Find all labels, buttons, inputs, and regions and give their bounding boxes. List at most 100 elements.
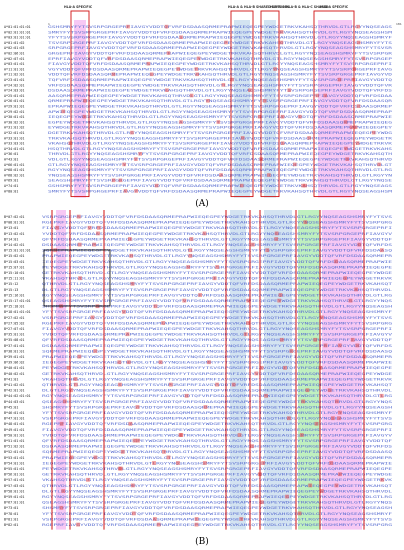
allele-label: A*24:02:01 bbox=[4, 83, 24, 87]
sequence-row: SHSMRYFYTSVSRPGRGEPRFIAVGYVDDTQFVRFDSDAA… bbox=[42, 506, 392, 510]
mismatch-mark bbox=[96, 225, 101, 230]
mismatch-mark bbox=[77, 242, 82, 247]
mismatch-mark bbox=[73, 377, 78, 381]
sequence-row: GETRKVKAHSQTHRVDLGTLRGYYNQSEAGSHSMRYFYTS… bbox=[42, 271, 392, 275]
mismatch-mark bbox=[259, 500, 264, 505]
mismatch-mark bbox=[303, 220, 308, 225]
mismatch-mark bbox=[279, 30, 284, 34]
allele-label: B*15:03:01 bbox=[4, 260, 24, 264]
mismatch-mark bbox=[313, 337, 318, 342]
mismatch-mark bbox=[138, 152, 143, 156]
mismatch-mark bbox=[216, 120, 221, 124]
sequence-row: TQFVRFDSDAASQRMEPRAPWIEQEGPEYWDGETRKVKAH… bbox=[48, 78, 392, 82]
mismatch-mark bbox=[188, 248, 193, 253]
mismatch-mark bbox=[165, 88, 169, 92]
sequence-row: GSHSMRYFYTSVSRPGRGEPRFIAVGYVDDTQFVRFDSDA… bbox=[48, 25, 392, 29]
sequence-row: RGEPRFIAVGYVDDTQFVRFDSDAASQRMEPRAPWIEQEG… bbox=[42, 321, 392, 325]
sequence-row: YFYTSVSRPGRGEPRFIAVGYVDDTQFVRFDSDAASQRME… bbox=[48, 36, 392, 40]
sequence-row: QFVRFDSDAASQRMEPRAPWIEQEGPEYWDGETRKVKAHS… bbox=[42, 338, 392, 342]
allele-label: B*44:03:01 bbox=[4, 400, 24, 404]
sequence-row: VSRPGRGEPRFIAVGYVDDTQFVRFDSDAASQRMEPRAPW… bbox=[42, 517, 392, 521]
allele-label: B*57:03:01 bbox=[4, 484, 24, 488]
mismatch-mark bbox=[307, 136, 311, 140]
mismatch-mark bbox=[202, 231, 207, 236]
sequence-row: PEYWDGETRKVKAHSQTHRVDLGTLRGYYNQSEAGSHSMR… bbox=[42, 467, 392, 471]
mismatch-mark bbox=[303, 183, 307, 188]
mismatch-mark bbox=[299, 433, 304, 437]
mismatch-mark bbox=[334, 483, 339, 488]
allele-label: B*40:02:01 bbox=[4, 372, 24, 376]
mismatch-mark bbox=[136, 438, 140, 443]
sequence-row: VSRPGRGEPRFIAVGYVDDTQFVRFDSDAASQRMEPRAPW… bbox=[42, 417, 392, 421]
mismatch-mark bbox=[280, 141, 285, 145]
allele-label: B*35:08:01 bbox=[4, 338, 24, 342]
mismatch-mark bbox=[130, 281, 135, 286]
allele-label: A*69:01 bbox=[4, 179, 18, 183]
sequence-row: DSDAASQRMEPRAPWIEQEGPEYWDGETRKVKAHSQTHRV… bbox=[42, 445, 392, 449]
mismatch-mark bbox=[361, 56, 366, 61]
allele-label: A*68:01:01 bbox=[4, 168, 24, 172]
sequence-row: YFYTSVSRPGRGEPRFIAVGYVDDTQFVRFDSDAASQRME… bbox=[42, 512, 392, 516]
sequence-row: SRPGRGEPRFIAVGYVDDTQFVRFDSDAASQRMEPRAPWI… bbox=[48, 46, 393, 50]
allele-label: A*33:03:01 bbox=[4, 142, 24, 146]
region-label: HLA-A SPECIFIC bbox=[320, 5, 349, 9]
mismatch-mark bbox=[246, 298, 251, 303]
sequence-row: AASQRMEPRAPWIEQEGPEYWDGETRKVKAHSQTHRVDLG… bbox=[48, 94, 393, 98]
mismatch-mark bbox=[127, 237, 132, 241]
allele-label: A*02:07:01 bbox=[4, 57, 24, 61]
mismatch-mark bbox=[278, 293, 283, 297]
mismatch-mark bbox=[189, 93, 194, 98]
mismatch-mark bbox=[287, 88, 292, 92]
mismatch-mark bbox=[379, 393, 384, 398]
sequence-row: GTLRGYYNQSEAGSHSMRYFYTSVSRPGRGEPRFIAVGYV… bbox=[48, 163, 393, 167]
sequence-row: RGEPRFIAVGYVDDTQFVRFDSDAASQRMEPRAPWIEQEG… bbox=[42, 221, 392, 225]
allele-label: B*27:02:01 bbox=[4, 316, 24, 320]
mismatch-mark bbox=[279, 40, 284, 45]
allele-label: B*15:10:01 bbox=[4, 271, 24, 275]
sequence-row: QTHRVDLGTLRGYYNQSEAGSHSMRYFYTSVSRPGRGEPR… bbox=[42, 282, 393, 286]
position-end: 181 bbox=[396, 22, 402, 26]
panel-b-label: (B) bbox=[195, 537, 209, 547]
mismatch-mark bbox=[182, 298, 187, 303]
allele-label: B*73:01 bbox=[4, 506, 18, 510]
mismatch-mark bbox=[59, 421, 64, 426]
mismatch-mark bbox=[93, 455, 98, 460]
mismatch-mark bbox=[274, 237, 279, 241]
sequence-row: QSEAGSHSMRYFYTSVSRPGRGEPRFIAVGYVDDTQFVRF… bbox=[42, 400, 392, 404]
sequence-row: QSEAGSHSMRYFYTSVSRPGRGEPRFIAVGYVDDTQFVRF… bbox=[42, 501, 392, 505]
allele-label: A*33:01:01 bbox=[4, 136, 24, 140]
mismatch-mark bbox=[215, 382, 219, 387]
mismatch-mark bbox=[323, 93, 328, 98]
mismatch-mark bbox=[351, 77, 356, 82]
mismatch-mark bbox=[68, 141, 73, 145]
mismatch-mark bbox=[334, 399, 339, 404]
mismatch-mark bbox=[125, 332, 130, 337]
allele-label: A*29:02:01 bbox=[4, 110, 24, 114]
mismatch-mark bbox=[301, 183, 305, 188]
allele-label: B*15:12 bbox=[4, 282, 18, 286]
mismatch-mark bbox=[120, 449, 125, 454]
mismatch-mark bbox=[337, 343, 342, 348]
mismatch-mark bbox=[168, 382, 173, 387]
mismatch-mark bbox=[343, 276, 348, 281]
allele-label: B*15:01:01:01 bbox=[4, 249, 31, 253]
mismatch-mark bbox=[315, 93, 320, 98]
sequence-row: TRKVKAHSQTHRVDLGTLRGYYNQSEAGSHSMRYFYTSVS… bbox=[48, 136, 393, 140]
allele-label: B*07:02:01 bbox=[4, 215, 24, 219]
mismatch-mark bbox=[350, 337, 355, 342]
sequence-row: PRAPWIEQEGPEYWDGETRKVKAHSQTHRVDLGTLRGYYN… bbox=[42, 355, 393, 359]
mismatch-mark bbox=[194, 522, 199, 527]
allele-label: A*29:01:01 bbox=[4, 105, 24, 109]
sequence-row: EPRAPWIEQEGPEYWDGETRKVKAHSQTHRVDLGTLRGYY… bbox=[48, 105, 392, 109]
mismatch-mark bbox=[257, 114, 262, 119]
shared-epitope-band-1 bbox=[230, 210, 246, 530]
mismatch-mark bbox=[354, 287, 358, 292]
mismatch-mark bbox=[135, 405, 140, 409]
mismatch-mark bbox=[327, 388, 332, 393]
mismatch-mark bbox=[152, 517, 157, 521]
mismatch-mark bbox=[319, 489, 324, 493]
sequence-row: SHSMRYFYTSVSRPGRGEPRFIAVGYVDDTQFVRFDSDAA… bbox=[42, 405, 392, 409]
sequence-row: YVDDTQFVRFDSDAASQRMEPRAPWIEQEGPEYWDGETRK… bbox=[42, 232, 393, 236]
mismatch-mark bbox=[207, 360, 211, 365]
mismatch-mark bbox=[289, 349, 294, 353]
